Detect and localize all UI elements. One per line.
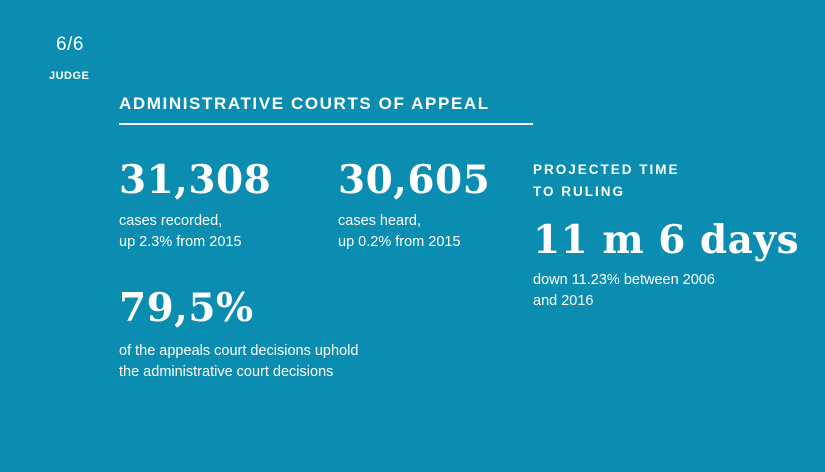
- projected-time-label-line: PROJECTED TIME: [533, 162, 680, 177]
- stat-value: 11 m 6 days: [533, 217, 800, 263]
- page-counter: 6/6: [56, 34, 84, 55]
- stat-description: cases heard, up 0.2% from 2015: [338, 211, 490, 253]
- stat-description: cases recorded, up 2.3% from 2015: [119, 211, 271, 253]
- stat-time-to-ruling: 11 m 6 days down 11.23% between 2006 and…: [533, 218, 799, 312]
- section-label: JUDGE: [49, 70, 90, 82]
- stat-description-line: down 11.23% between 2006: [533, 272, 715, 288]
- projected-time-label: PROJECTED TIME TO RULING: [533, 159, 680, 203]
- stat-description-line: cases heard,: [338, 213, 422, 229]
- stat-description: down 11.23% between 2006 and 2016: [533, 270, 799, 312]
- stat-decisions-upheld: 79,5% of the appeals court decisions uph…: [119, 286, 358, 383]
- stat-cases-recorded: 31,308 cases recorded, up 2.3% from 2015: [119, 158, 271, 253]
- stat-description-line: of the appeals court decisions uphold: [119, 343, 359, 359]
- stat-value: 30,605: [338, 157, 491, 203]
- stat-cases-heard: 30,605 cases heard, up 0.2% from 2015: [338, 158, 490, 253]
- stat-description: of the appeals court decisions uphold th…: [119, 341, 358, 383]
- stat-description-line: up 0.2% from 2015: [338, 234, 461, 250]
- stat-description-line: cases recorded,: [119, 213, 223, 229]
- page-title: ADMINISTRATIVE COURTS OF APPEAL: [119, 94, 533, 125]
- stat-description-line: and 2016: [533, 293, 594, 309]
- stat-description-line: up 2.3% from 2015: [119, 234, 242, 250]
- stat-value: 79,5%: [119, 285, 254, 331]
- projected-time-label-line: TO RULING: [533, 184, 625, 199]
- stat-description-line: the administrative court decisions: [119, 364, 334, 380]
- stat-value: 31,308: [119, 157, 272, 203]
